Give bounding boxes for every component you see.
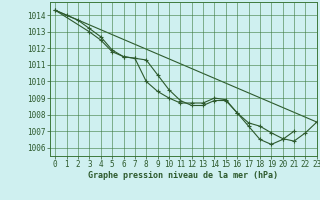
- X-axis label: Graphe pression niveau de la mer (hPa): Graphe pression niveau de la mer (hPa): [88, 171, 278, 180]
